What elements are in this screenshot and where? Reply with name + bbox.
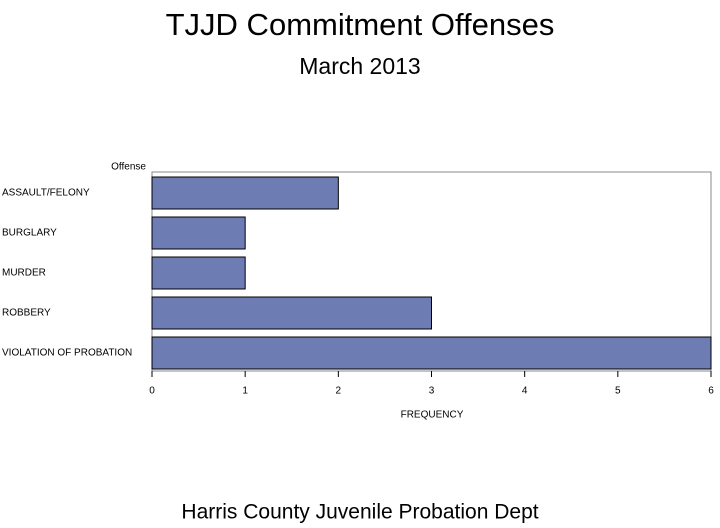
bar [151, 296, 432, 330]
x-tick-label: 2 [336, 386, 342, 397]
x-tick-label: 3 [429, 386, 435, 397]
x-tick-label: 0 [149, 386, 155, 397]
bar [151, 216, 246, 250]
x-axis-label: FREQUENCY [401, 410, 464, 421]
y-tick-label: VIOLATION OF PROBATION [2, 348, 132, 359]
y-tick-label: BURGLARY [2, 228, 57, 239]
chart-title: TJJD Commitment Offenses [166, 7, 555, 42]
chart-subtitle: March 2013 [299, 53, 420, 79]
y-axis-label: Offense [111, 162, 146, 173]
bar [151, 336, 712, 370]
bar [151, 176, 339, 210]
footnote: Harris County Juvenile Probation Dept [181, 501, 538, 524]
bar [151, 256, 246, 290]
x-tick-label: 1 [242, 386, 248, 397]
x-tick-label: 6 [708, 386, 714, 397]
y-tick-label: ROBBERY [2, 308, 51, 319]
y-tick-label: ASSAULT/FELONY [2, 188, 90, 199]
y-tick-label: MURDER [2, 268, 46, 279]
x-tick-label: 5 [615, 386, 621, 397]
x-tick-label: 4 [522, 386, 528, 397]
